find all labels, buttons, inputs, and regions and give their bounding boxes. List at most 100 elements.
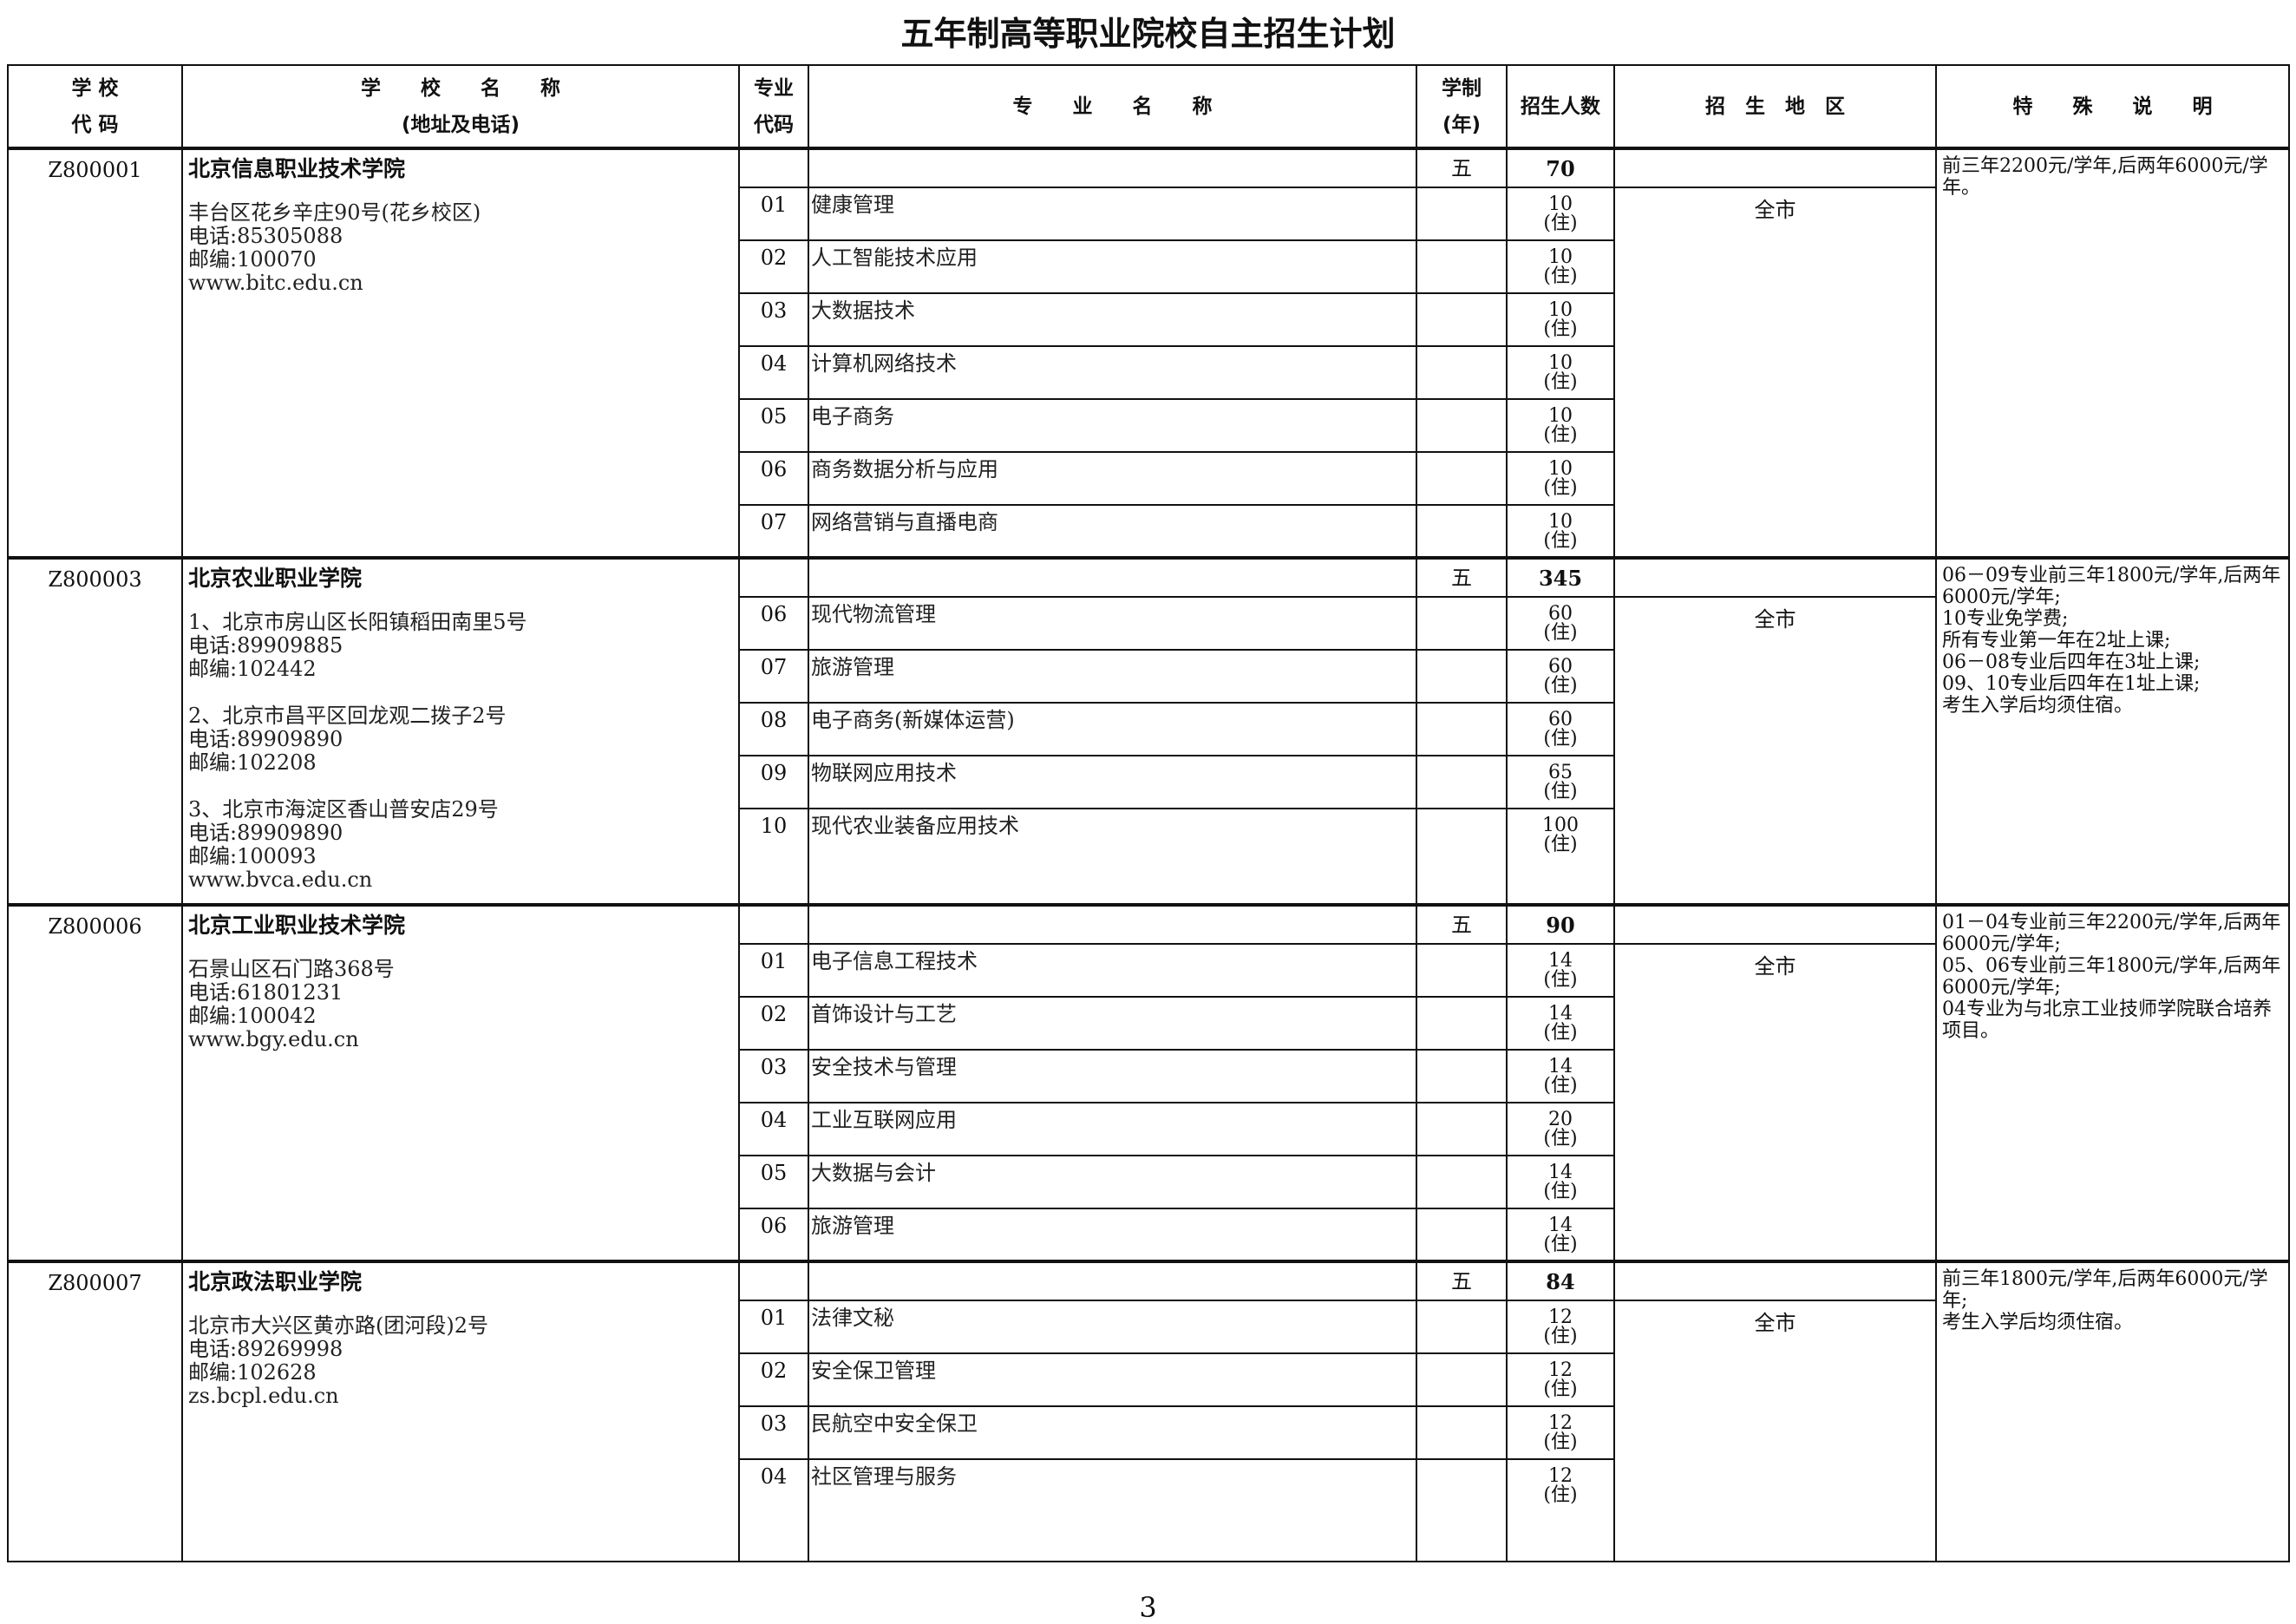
major-code: 06 bbox=[738, 451, 809, 506]
enrollment-region: 全市 bbox=[1613, 596, 1937, 906]
school-info: 北京信息职业技术学院 丰台区花乡辛庄90号(花乡校区) 电话:85305088 邮… bbox=[181, 147, 740, 559]
boarding-note: (住) bbox=[1543, 622, 1578, 644]
major-name: 工业互联网应用 bbox=[808, 1102, 1417, 1156]
enrollment-count: 10 bbox=[1548, 511, 1573, 533]
major-name: 现代物流管理 bbox=[808, 596, 1417, 651]
school-code: Z800003 bbox=[7, 556, 183, 906]
major-enrollment: 65 (住) bbox=[1506, 755, 1615, 809]
major-years bbox=[1416, 239, 1508, 294]
enrollment-count: 10 bbox=[1548, 458, 1573, 480]
school-name: 北京信息职业技术学院 bbox=[188, 156, 406, 181]
school-years: 五 bbox=[1416, 556, 1508, 598]
major-code: 07 bbox=[738, 649, 809, 704]
major-years bbox=[1416, 702, 1508, 756]
enrollment-count: 12 bbox=[1548, 1359, 1573, 1381]
major-years bbox=[1416, 504, 1508, 559]
major-name: 电子商务 bbox=[808, 398, 1417, 453]
major-years bbox=[1416, 1300, 1508, 1354]
major-code: 01 bbox=[738, 1300, 809, 1354]
boarding-note: (住) bbox=[1543, 477, 1578, 499]
major-years bbox=[1416, 1155, 1508, 1209]
major-years bbox=[1416, 1102, 1508, 1156]
major-row: 03 民航空中安全保卫 12 (住) bbox=[8, 1405, 2289, 1460]
major-enrollment: 60 (住) bbox=[1506, 596, 1615, 651]
enrollment-count: 14 bbox=[1548, 1162, 1573, 1183]
school-code: Z800001 bbox=[7, 147, 183, 559]
enrollment-count: 10 bbox=[1548, 193, 1573, 215]
school-years: 五 bbox=[1416, 903, 1508, 945]
major-code-empty bbox=[738, 1260, 809, 1301]
school-notes: 06－09专业前三年1800元/学年,后两年6000元/学年; 10专业免学费;… bbox=[1935, 556, 2290, 906]
major-code: 03 bbox=[738, 1049, 809, 1103]
school-total-enrollment: 70 bbox=[1506, 147, 1615, 188]
major-name: 法律文秘 bbox=[808, 1300, 1417, 1354]
major-enrollment: 100 (住) bbox=[1506, 808, 1615, 906]
major-name: 旅游管理 bbox=[808, 1208, 1417, 1262]
boarding-note: (住) bbox=[1543, 1128, 1578, 1149]
enrollment-count: 14 bbox=[1548, 1056, 1573, 1077]
major-row: 03 安全技术与管理 14 (住) bbox=[8, 1049, 2289, 1103]
major-years bbox=[1416, 292, 1508, 347]
major-name: 健康管理 bbox=[808, 187, 1417, 241]
enrollment-region: 全市 bbox=[1613, 1300, 1937, 1562]
major-name: 电子信息工程技术 bbox=[808, 943, 1417, 998]
major-row: 04 计算机网络技术 10 (住) bbox=[8, 345, 2289, 400]
school-total-enrollment: 84 bbox=[1506, 1260, 1615, 1301]
major-enrollment: 14 (住) bbox=[1506, 943, 1615, 998]
major-years bbox=[1416, 1405, 1508, 1460]
major-enrollment: 14 (住) bbox=[1506, 1208, 1615, 1262]
major-code: 10 bbox=[738, 808, 809, 906]
major-row: 07 旅游管理 60 (住) bbox=[8, 649, 2289, 704]
region-empty bbox=[1613, 903, 1937, 945]
major-row: 01 电子信息工程技术 14 (住) 全市 bbox=[8, 943, 2289, 1262]
boarding-note: (住) bbox=[1543, 1181, 1578, 1202]
header-notes: 特 殊 说 明 bbox=[1935, 64, 2290, 150]
enrollment-count: 60 bbox=[1548, 709, 1573, 730]
school-total-enrollment: 90 bbox=[1506, 903, 1615, 945]
major-enrollment: 10 (住) bbox=[1506, 239, 1615, 294]
school-total-enrollment: 345 bbox=[1506, 556, 1615, 598]
major-years bbox=[1416, 1049, 1508, 1103]
enrollment-count: 12 bbox=[1548, 1465, 1573, 1487]
major-name: 人工智能技术应用 bbox=[808, 239, 1417, 294]
enrollment-plan-table: 学 校 代 码 学 校 名 称 (地址及电话) 专业 代码 专 业 名 称 学制… bbox=[7, 64, 2290, 1562]
major-code: 03 bbox=[738, 1405, 809, 1460]
school-notes: 前三年2200元/学年,后两年6000元/学年。 bbox=[1935, 147, 2290, 559]
boarding-note: (住) bbox=[1543, 1022, 1578, 1044]
school-address: 石景山区石门路368号 电话:61801231 邮编:100042 www.bg… bbox=[188, 957, 395, 1051]
major-years bbox=[1416, 649, 1508, 704]
major-enrollment: 14 (住) bbox=[1506, 996, 1615, 1051]
major-row: 05 电子商务 10 (住) bbox=[8, 398, 2289, 453]
major-name: 社区管理与服务 bbox=[808, 1458, 1417, 1562]
enrollment-count: 14 bbox=[1548, 950, 1573, 972]
major-row: 04 社区管理与服务 12 (住) bbox=[8, 1458, 2289, 1562]
header-row: 学 校 代 码 学 校 名 称 (地址及电话) 专业 代码 专 业 名 称 学制… bbox=[7, 64, 2290, 150]
major-code: 08 bbox=[738, 702, 809, 756]
major-row: 01 健康管理 10 (住) 全市 bbox=[8, 187, 2289, 559]
enrollment-count: 14 bbox=[1548, 1003, 1573, 1025]
school-name: 北京政法职业学院 bbox=[188, 1269, 363, 1294]
major-name: 电子商务(新媒体运营) bbox=[808, 702, 1417, 756]
header-major-code: 专业 代码 bbox=[738, 64, 809, 150]
school-info: 北京政法职业学院 北京市大兴区黄亦路(团河段)2号 电话:89269998 邮编:… bbox=[181, 1260, 740, 1562]
major-years bbox=[1416, 451, 1508, 506]
major-row: 06 商务数据分析与应用 10 (住) bbox=[8, 451, 2289, 506]
school-summary-row: Z800006 北京工业职业技术学院 石景山区石门路368号 电话:61801231… bbox=[7, 903, 2290, 1262]
boarding-note: (住) bbox=[1543, 969, 1578, 991]
major-code: 02 bbox=[738, 1352, 809, 1407]
school-summary-row: Z800003 北京农业职业学院 1、北京市房山区长阳镇稻田南里5号 电话:8990… bbox=[7, 556, 2290, 906]
major-row: 09 物联网应用技术 65 (住) bbox=[8, 755, 2289, 809]
major-enrollment: 10 (住) bbox=[1506, 187, 1615, 241]
enrollment-count: 10 bbox=[1548, 246, 1573, 268]
header-years: 学制 (年) bbox=[1416, 64, 1508, 150]
major-years bbox=[1416, 1208, 1508, 1262]
major-enrollment: 10 (住) bbox=[1506, 398, 1615, 453]
major-name: 商务数据分析与应用 bbox=[808, 451, 1417, 506]
major-code: 04 bbox=[738, 1102, 809, 1156]
boarding-note: (住) bbox=[1543, 781, 1578, 802]
major-name: 安全技术与管理 bbox=[808, 1049, 1417, 1103]
major-code: 02 bbox=[738, 996, 809, 1051]
major-enrollment: 12 (住) bbox=[1506, 1300, 1615, 1354]
major-code: 04 bbox=[738, 1458, 809, 1562]
major-code: 07 bbox=[738, 504, 809, 559]
